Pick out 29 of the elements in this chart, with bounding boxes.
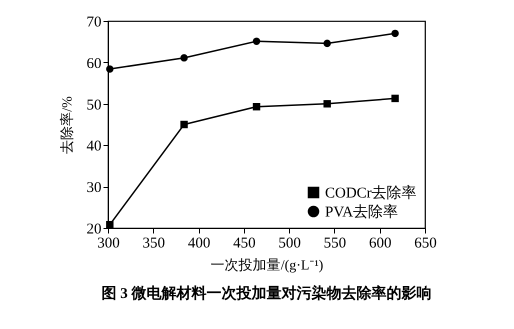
x-tick-label: 600 — [368, 236, 392, 252]
x-tick-label: 350 — [142, 236, 166, 252]
y-tick-label: 40 — [86, 138, 102, 155]
y-axis-title: 去除率/% — [60, 96, 76, 154]
point — [106, 65, 114, 73]
point — [323, 100, 331, 108]
legend-label: CODCr去除率 — [325, 184, 417, 202]
x-tick-label: 650 — [414, 236, 437, 252]
point — [180, 120, 188, 128]
y-tick-label: 60 — [86, 56, 102, 72]
x-tick-label: 500 — [278, 236, 301, 252]
text: 图 3 微电解材料一次投加量对污染物去除率的影响 — [102, 284, 432, 302]
point — [391, 94, 399, 102]
point — [391, 30, 399, 38]
legend-label: PVA去除率 — [325, 204, 398, 220]
point — [323, 40, 331, 48]
point — [252, 102, 260, 110]
x-tick-label: 450 — [233, 236, 256, 252]
y-tick-label: 50 — [86, 97, 102, 114]
y-tick-label: 20 — [86, 222, 102, 238]
y-tick-label: 70 — [86, 14, 102, 30]
point — [180, 54, 188, 62]
point — [252, 38, 260, 45]
point — [106, 220, 114, 228]
x-tick-label: 550 — [324, 236, 346, 252]
x-axis-title: 一次投加量/(g·L⁻¹) — [210, 258, 324, 274]
x-tick-label: 400 — [188, 236, 210, 252]
x-tick-label: 300 — [97, 236, 120, 252]
y-tick-label: 30 — [86, 180, 102, 196]
